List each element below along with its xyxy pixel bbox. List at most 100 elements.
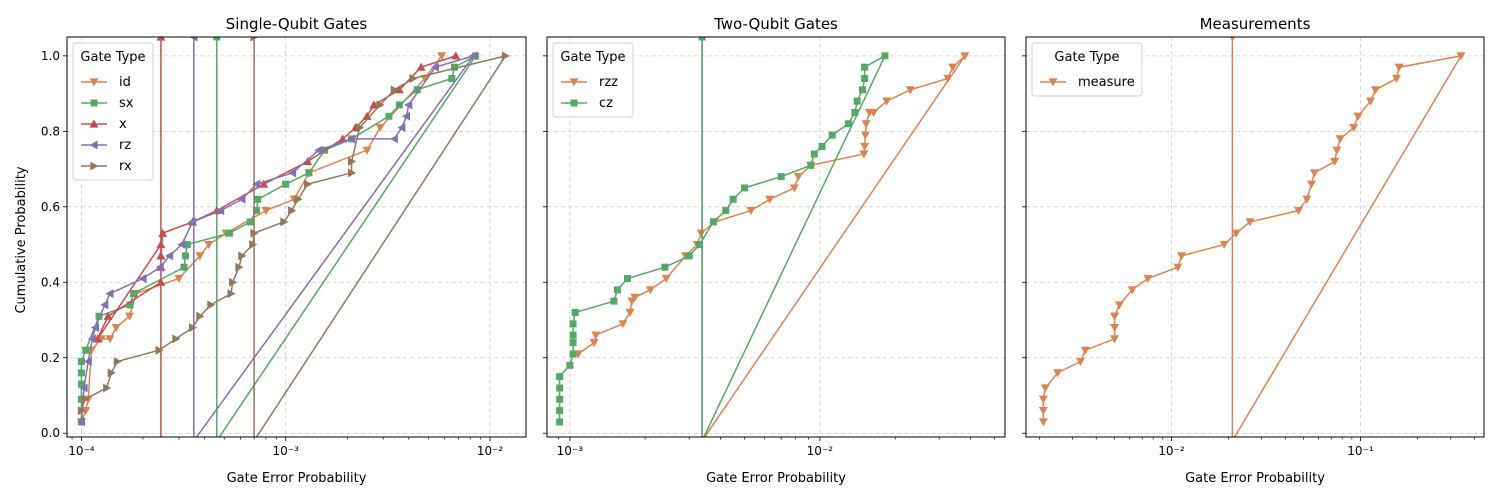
legend-label: sx: [119, 96, 134, 111]
data-point-rzz: [625, 308, 635, 317]
series-rzz: [573, 37, 970, 445]
plot-frame: [66, 36, 527, 438]
data-point-measure: [1391, 74, 1401, 84]
data-point-x: [394, 85, 404, 94]
data-point-rx: [103, 383, 112, 393]
data-point-cz: [699, 437, 706, 444]
data-point-rzz: [698, 437, 707, 445]
data-point-rzz: [618, 320, 628, 329]
legend: Gate Type id sx x rz rx: [72, 42, 154, 181]
y-axis-label: Cumulative Probability: [14, 166, 29, 313]
data-point-sx: [413, 86, 421, 94]
data-point-rx: [347, 157, 357, 167]
data-point-measure: [1332, 146, 1342, 155]
data-point-sx: [395, 101, 403, 109]
data-point-measure: [1394, 63, 1404, 72]
x-axis-label: Gate Error Probability: [1185, 471, 1325, 486]
data-point-rz: [105, 289, 114, 299]
data-point-rx: [390, 85, 399, 95]
data-point-id: [105, 335, 115, 344]
data-point-cz: [722, 207, 730, 215]
data-point-measure: [1038, 395, 1048, 404]
data-point-sx: [77, 380, 85, 388]
data-point-rzz: [765, 195, 775, 204]
data-point-cz: [741, 184, 749, 192]
data-point-rx: [107, 368, 116, 378]
data-point-rzz: [793, 173, 803, 182]
data-point-cz: [709, 218, 717, 226]
data-point-x: [451, 51, 461, 60]
data-point-cz: [556, 407, 564, 415]
data-point-cz: [881, 52, 889, 60]
panels: 10⁻⁴ 10⁻³ 10⁻² 0.0 0.2 0.4 0.6 0.8 1.0 Single-Qub…: [41, 15, 1485, 486]
data-point-rx: [250, 37, 259, 42]
legend-item-rx: rx: [81, 159, 132, 174]
data-point-rz: [90, 323, 99, 333]
data-point-cz: [571, 308, 579, 316]
data-point-cz: [556, 395, 564, 403]
data-point-cz: [556, 418, 564, 426]
series-measure: [1038, 37, 1466, 445]
data-point-sx: [82, 346, 90, 354]
data-point-rz: [314, 145, 323, 155]
data-point-id: [437, 52, 447, 61]
data-point-measure: [1294, 206, 1304, 216]
data-point-sx: [282, 180, 290, 188]
data-point-rz: [397, 123, 406, 133]
data-point-x: [156, 240, 166, 249]
legend: Gate Type measure: [1031, 42, 1143, 97]
data-point-cz: [853, 97, 861, 105]
legend-marker: [90, 99, 98, 107]
plot-frame: [546, 36, 1006, 438]
data-point-rx: [250, 436, 252, 437]
data-point-x: [259, 179, 269, 188]
data-point-sx: [305, 169, 313, 177]
data-point-x: [156, 277, 166, 286]
data-point-measure: [1231, 229, 1241, 238]
data-point-measure: [1245, 218, 1255, 227]
data-point-measure: [1038, 406, 1048, 416]
legend-label: id: [119, 75, 131, 90]
panel-2: 10⁻³ 10⁻² Two-Qubit Gates Gate Error Probab…: [543, 15, 1006, 486]
data-point-measure: [1173, 263, 1183, 272]
data-point-sx: [183, 241, 191, 249]
data-point-rz: [237, 194, 246, 204]
series-group: [556, 37, 970, 445]
data-point-id: [204, 240, 214, 250]
data-point-rzz: [789, 184, 799, 193]
data-point-cz: [569, 350, 577, 358]
data-point-rz: [189, 37, 198, 42]
data-point-rz: [404, 100, 413, 110]
data-point-sx: [253, 207, 261, 215]
data-point-rz: [430, 62, 439, 72]
legend-marker: [89, 140, 98, 150]
legend-title: Gate Type: [560, 50, 625, 65]
panel-title: Two-Qubit Gates: [713, 15, 838, 33]
series-cz: [556, 37, 889, 444]
series-line-measure: [1042, 37, 1463, 437]
data-point-sx: [225, 229, 233, 237]
x-tick-label: 10⁻⁴: [68, 444, 95, 458]
data-point-sx: [450, 63, 458, 71]
series-line-rzz: [577, 37, 966, 437]
data-point-rzz: [869, 108, 879, 117]
legend-marker: [569, 78, 579, 87]
y-tick-label: 0.8: [41, 124, 60, 138]
data-point-measure: [1456, 52, 1466, 61]
data-point-rz: [252, 179, 261, 189]
legend-item-measure: measure: [1040, 75, 1135, 90]
plot-frame: [1025, 36, 1485, 438]
legend-label: rz: [119, 138, 131, 153]
data-point-x: [303, 157, 313, 166]
data-point-rx: [249, 240, 258, 250]
data-point-rzz: [630, 293, 640, 302]
data-point-sx: [254, 195, 262, 203]
legend: Gate Type rzz cz: [552, 42, 634, 118]
data-point-measure: [1309, 169, 1319, 178]
data-point-rx: [229, 277, 238, 287]
data-point-measure: [1335, 135, 1345, 144]
data-point-id: [362, 146, 372, 155]
data-point-rx: [188, 323, 198, 333]
data-point-measure: [1228, 437, 1237, 445]
data-point-rzz: [591, 331, 601, 340]
